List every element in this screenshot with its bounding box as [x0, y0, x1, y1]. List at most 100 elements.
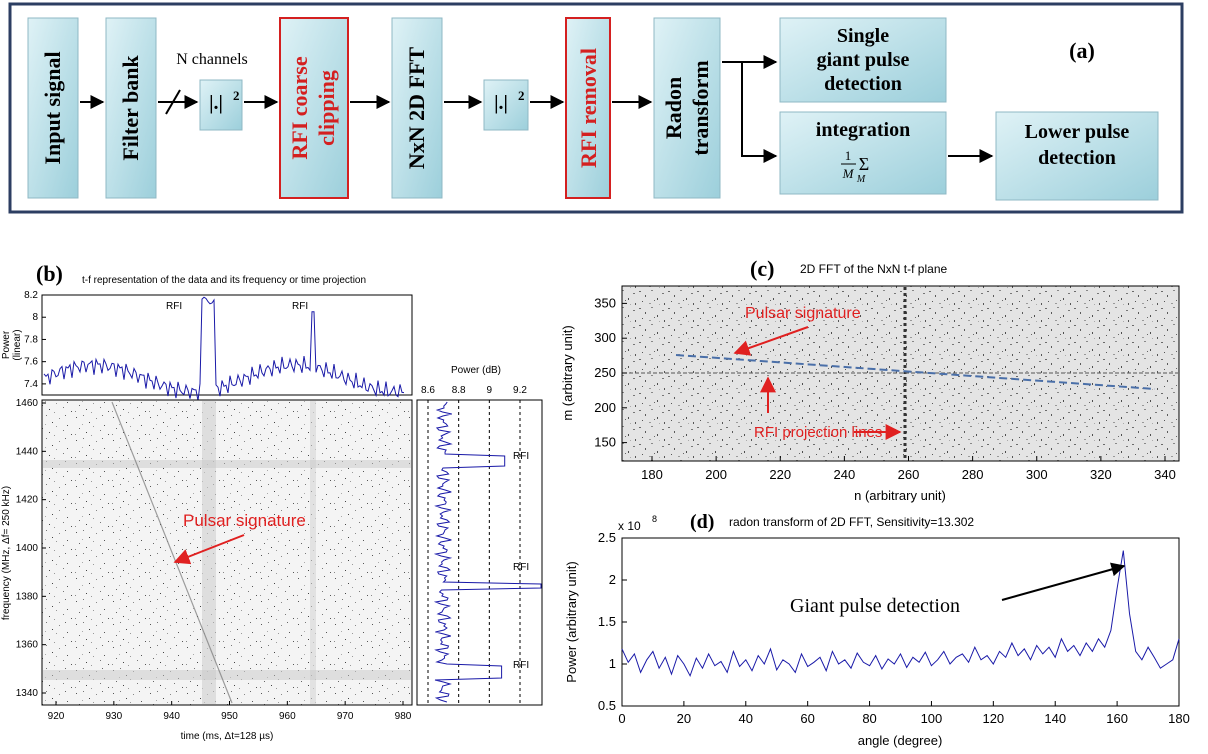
integration-box: integration 1 M Σ M — [779, 111, 947, 195]
top-y-ticks: 8.2 8 7.8 7.6 7.4 — [24, 290, 46, 390]
d-y-tick-label: 2 — [609, 572, 616, 587]
d-x-ticks: 0 20 40 60 80 100 120 140 160 180 — [618, 701, 1190, 726]
right-x-tick-label: 9.2 — [513, 385, 527, 396]
d-y-tick-label: 1 — [609, 656, 616, 671]
top-y-tick-label: 7.8 — [24, 334, 38, 345]
panel-c-title: 2D FFT of the NxN t-f plane — [800, 262, 947, 276]
bus-slash — [165, 89, 181, 115]
panel-b-tf-representation: (b) t-f representation of the data and i… — [1, 261, 543, 742]
rfi-removal-box: RFI removal — [565, 17, 611, 199]
lower-pulse-box: Lower pulse detection — [995, 111, 1159, 201]
top-y-tick-label: 7.4 — [24, 379, 38, 390]
rfi-vertical-band-1 — [202, 401, 216, 704]
input-signal-box: Input signal — [27, 17, 79, 199]
main-x-tick-label: 970 — [337, 711, 354, 722]
panel-c-label: (c) — [750, 256, 774, 281]
filter-bank-box: Filter bank — [105, 17, 157, 199]
main-y-tick-label: 1460 — [16, 398, 39, 409]
d-xlabel: angle (degree) — [858, 733, 943, 748]
main-y-tick-label: 1420 — [16, 495, 39, 506]
main-y-tick-label: 1340 — [16, 688, 39, 699]
input-signal-label: Input signal — [40, 51, 65, 164]
d-x-tick-label: 120 — [982, 711, 1004, 726]
fft-box: NxN 2D FFT — [391, 17, 443, 199]
d-x-tick-label: 40 — [739, 711, 753, 726]
single-giant-pulse-box: Single giant pulse detection — [779, 17, 947, 103]
main-x-tick-label: 980 — [395, 711, 412, 722]
main-y-tick-label: 1440 — [16, 446, 39, 457]
right-x-tick-label: 9 — [487, 385, 493, 396]
panel-b-label: (b) — [36, 261, 63, 286]
pulsar-trace — [111, 401, 233, 704]
panel-d-label: (d) — [690, 511, 714, 533]
main-x-tick-label: 940 — [163, 711, 180, 722]
rfi-horizontal-band-2 — [43, 670, 411, 680]
panel-b-title: t-f representation of the data and its f… — [82, 275, 366, 286]
top-y-tick-label: 7.6 — [24, 357, 38, 368]
c-y-tick-label: 150 — [594, 435, 616, 450]
abs-square-label-2: |.| — [494, 92, 508, 114]
tf-plane — [41, 399, 413, 706]
d-x-tick-label: 0 — [618, 711, 625, 726]
c-x-tick-label: 260 — [898, 467, 920, 482]
rfi-removal-label: RFI removal — [576, 48, 601, 168]
main-ylabel: frequency (MHz, Δf= 250 kHz) — [1, 486, 12, 620]
c-xlabel: n (arbitrary unit) — [854, 488, 946, 503]
c-x-tick-label: 220 — [769, 467, 791, 482]
d-x-tick-label: 100 — [921, 711, 943, 726]
abs-square-label-1: |.| — [209, 92, 223, 114]
fft-label: NxN 2D FFT — [404, 47, 429, 170]
radon-label-1: Radon — [661, 77, 686, 139]
rfi-coarse-label-1: RFI coarse — [287, 56, 312, 159]
rfi-annotation-c: RFI projection lines — [754, 424, 882, 441]
main-y-tick-label: 1360 — [16, 640, 39, 651]
rfi-horizontal-band-1 — [43, 460, 411, 468]
abs-square-box-1: |.| 2 — [199, 79, 243, 131]
single-label-2: giant pulse — [817, 49, 910, 71]
top-y-tick-label: 8 — [32, 312, 38, 323]
rfi-right-label-1: RFI — [513, 451, 529, 462]
right-x-tick-label: 8.8 — [452, 385, 466, 396]
main-y-tick-label: 1380 — [16, 591, 39, 602]
right-x-tick-label: 8.6 — [421, 385, 435, 396]
d-y-tick-label: 1.5 — [598, 614, 616, 629]
rfi-coarse-label-2: clipping — [314, 70, 339, 146]
right-xlabel: Power (dB) — [451, 365, 501, 376]
arrow-radon-integration — [741, 62, 778, 163]
giant-pulse-annotation: Giant pulse detection — [790, 595, 960, 617]
d-y-tick-label: 2.5 — [598, 530, 616, 545]
rfi-top-label-2: RFI — [292, 301, 308, 312]
c-x-tick-label: 280 — [962, 467, 984, 482]
radon-transform-box: Radon transform — [653, 17, 721, 199]
panel-a-block-diagram: Input signal Filter bank N channels |.| … — [8, 2, 1184, 214]
lower-label-1: Lower pulse — [1025, 121, 1130, 143]
top-ylabel-2: (linear) — [12, 329, 23, 360]
pulsar-line-fft — [675, 354, 1156, 390]
d-x-tick-label: 20 — [677, 711, 691, 726]
main-xlabel: time (ms, Δt=128 µs) — [181, 731, 274, 742]
pulsar-annotation-c: Pulsar signature — [745, 305, 861, 322]
c-x-tick-label: 200 — [705, 467, 727, 482]
integration-label: integration — [816, 119, 910, 141]
c-x-tick-label: 180 — [641, 467, 663, 482]
sum-symbol: Σ — [859, 154, 869, 174]
d-y-tick-label: 0.5 — [598, 698, 616, 713]
main-y-tick-label: 1400 — [16, 543, 39, 554]
d-x-tick-label: 160 — [1106, 711, 1128, 726]
right-x-ticks: 8.6 8.8 9 9.2 — [421, 385, 527, 396]
abs-square-exp-2: 2 — [518, 88, 525, 103]
radon-label-2: transform — [688, 60, 713, 155]
panel-d-radon-chart: x 10 8 (d) radon transform of 2D FFT, Se… — [564, 511, 1190, 748]
c-x-tick-label: 300 — [1026, 467, 1048, 482]
main-x-tick-label: 960 — [279, 711, 296, 722]
rfi-top-label-1: RFI — [166, 301, 182, 312]
lower-label-2: detection — [1038, 147, 1116, 169]
rfi-coarse-clipping-box: RFI coarse clipping — [279, 17, 349, 199]
panel-c-2d-fft: (c) 2D FFT of the NxN t-f plane 350 300 25… — [560, 256, 1180, 503]
single-label-1: Single — [837, 25, 889, 47]
abs-square-exp-1: 2 — [233, 88, 240, 103]
giant-pulse-arrow — [1001, 562, 1126, 601]
frac-numerator: 1 — [845, 148, 852, 163]
main-x-tick-label: 950 — [221, 711, 238, 722]
